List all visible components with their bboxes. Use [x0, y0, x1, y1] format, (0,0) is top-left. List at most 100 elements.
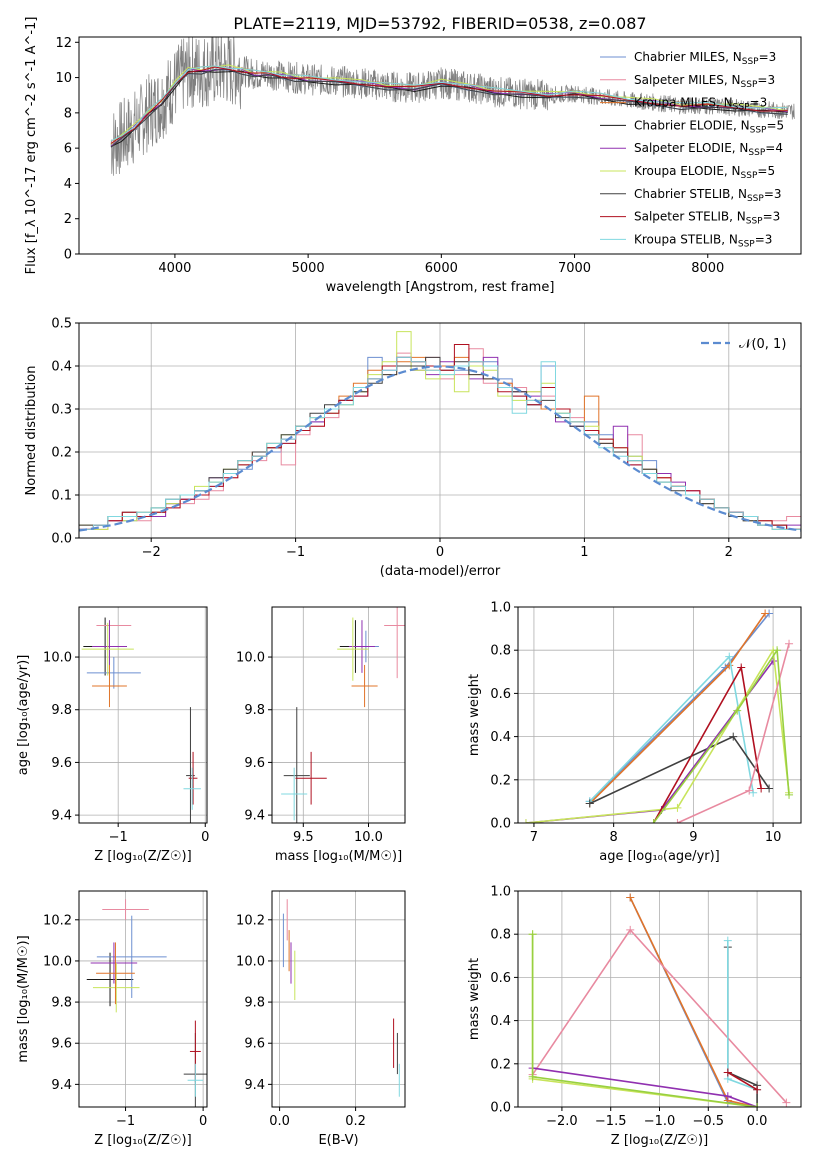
y-tick-label: 9.6 [51, 1037, 72, 1052]
model-spectrum-line [110, 64, 788, 145]
weight-marker [649, 819, 658, 823]
gaussian-curve [79, 365, 801, 532]
weight-marker [785, 790, 794, 799]
legend-subscript: SSP [746, 217, 763, 227]
y-tick-label: 0.2 [51, 446, 72, 461]
errorbar-point [90, 942, 138, 984]
x-tick-label: 8 [610, 830, 618, 845]
weight-line [652, 647, 790, 823]
weight-line [629, 897, 758, 1107]
x-tick-label: −0.5 [693, 1114, 725, 1129]
y-tick-label: 0.8 [490, 928, 511, 943]
y-tick-label: 10 [55, 71, 72, 86]
y-tick-label: 6 [64, 142, 72, 157]
y-axis-label: mass weight [467, 958, 482, 1040]
x-tick-label: 0 [201, 830, 209, 845]
legend-nssp: =3 [764, 187, 782, 201]
weight_vs_age-axes: 7 8 9 10 0.0 0.2 0.4 0.6 0.8 1.0 age [log₁₀(age/yr… [467, 601, 801, 864]
y-tick-label: 0.0 [490, 817, 511, 832]
y-axis-label: age [log₁₀(age/yr)] [16, 655, 31, 776]
age_vs_mass-frame [271, 606, 406, 824]
figure-title: PLATE=2119, MJD=53792, FIBERID=0538, z=0… [233, 14, 646, 33]
y-tick-label: 9.6 [51, 756, 72, 771]
chart-panels: 4000 5000 6000 7000 8000024681012wavelength … [16, 17, 802, 1148]
weight_vs_age-frame [517, 606, 802, 824]
mass_vs_EBV-frame [271, 890, 406, 1108]
weight-marker [753, 1103, 762, 1107]
spectrum-axes: 4000 5000 6000 7000 8000 0 2 4 6 8 10 12 wavelength … [24, 17, 724, 295]
x-tick-label: −1 [109, 830, 128, 845]
weight_vs_age-series [521, 609, 794, 823]
weight-marker [737, 663, 746, 672]
y-tick-label: 0.0 [490, 1101, 511, 1116]
histogram-steps [79, 331, 801, 538]
errorbar-point [92, 963, 140, 1013]
y-tick-label: 2 [64, 212, 72, 227]
x-tick-label: 6000 [425, 261, 458, 276]
spectrum-frame [78, 36, 802, 255]
weight-marker [626, 925, 635, 934]
weight-line [532, 1067, 758, 1107]
legend-label: Salpeter MILES, NSSP=3 [634, 73, 775, 90]
weight-marker [757, 784, 766, 793]
weight-marker [725, 661, 734, 670]
errorbar-point [384, 607, 405, 679]
age_vs_Z-points [81, 617, 201, 823]
x-axis-label: Z [log₁₀(Z/Z☉)] [94, 1133, 191, 1148]
x-axis-label: wavelength [Angstrom, rest frame] [326, 280, 555, 295]
residuals-axes: −2 −1 0 1 2 0.0 0.1 0.2 0.3 0.4 0.5 (data-model)/er… [24, 317, 801, 579]
y-tick-label: 12 [55, 36, 72, 51]
weight-marker [733, 706, 742, 715]
weight_vs_Z-series [528, 893, 791, 1107]
errorbar-point [81, 622, 134, 676]
y-tick-label: 4 [64, 177, 72, 192]
y-tick-label: 10.2 [236, 913, 265, 928]
weight-marker [782, 1098, 791, 1107]
y-axis-label: mass [log₁₀(M/M☉)] [16, 935, 31, 1062]
weight-marker [761, 609, 770, 618]
x-tick-label: 9.5 [293, 830, 314, 845]
legend-nssp: =3 [757, 73, 775, 87]
weight_vs_Z-frame [517, 890, 802, 1108]
weight-marker [745, 786, 754, 795]
y-tick-label: 0.8 [490, 644, 511, 659]
weight-marker [725, 652, 734, 661]
residuals-frame [78, 322, 802, 539]
legend-nssp: =4 [765, 141, 783, 155]
x-tick-label: 2 [725, 545, 733, 560]
model-spectrum-line [110, 69, 788, 148]
x-tick-label: 9 [689, 830, 697, 845]
x-axis-label: (data-model)/error [380, 564, 501, 579]
legend-label: Chabrier ELODIE, NSSP=5 [634, 118, 784, 135]
age_vs_mass-points [281, 607, 405, 823]
mass_vs_EBV-axes: 0.0 0.2 9.4 9.6 9.8 10.0 10.2 E(B-V) [236, 891, 405, 1148]
histogram-series [79, 356, 801, 538]
legend-label: 𝒩(0, 1) [739, 337, 786, 352]
x-tick-label: 0.0 [269, 1114, 290, 1129]
weight-marker [528, 1072, 537, 1081]
y-tick-label: 0.1 [51, 489, 72, 504]
errorbar-point [102, 899, 149, 920]
mass_vs_EBV-points [282, 899, 400, 1097]
legend-label: Salpeter STELIB, NSSP=3 [634, 210, 780, 227]
x-tick-label: 0.0 [747, 1114, 768, 1129]
y-tick-label: 10.0 [43, 651, 72, 666]
weight-line [525, 647, 790, 823]
observed-spectrum-line [110, 37, 795, 176]
y-tick-label: 0.3 [51, 403, 72, 418]
y-tick-label: 0.2 [490, 1057, 511, 1072]
weight-marker [773, 646, 782, 655]
x-tick-label: −2.0 [546, 1114, 578, 1129]
errorbar-point [96, 915, 167, 998]
weight-marker [765, 784, 774, 793]
y-tick-label: 10.2 [43, 913, 72, 928]
mass_vs_Z-frame [78, 890, 208, 1108]
x-tick-label: −1.0 [644, 1114, 676, 1129]
y-tick-label: 8 [64, 106, 72, 121]
errorbar-point [188, 751, 198, 805]
legend-nssp: =5 [757, 164, 775, 178]
errorbar-point [337, 617, 369, 681]
errorbar-point [283, 707, 310, 823]
spectrum-lines [110, 37, 795, 176]
